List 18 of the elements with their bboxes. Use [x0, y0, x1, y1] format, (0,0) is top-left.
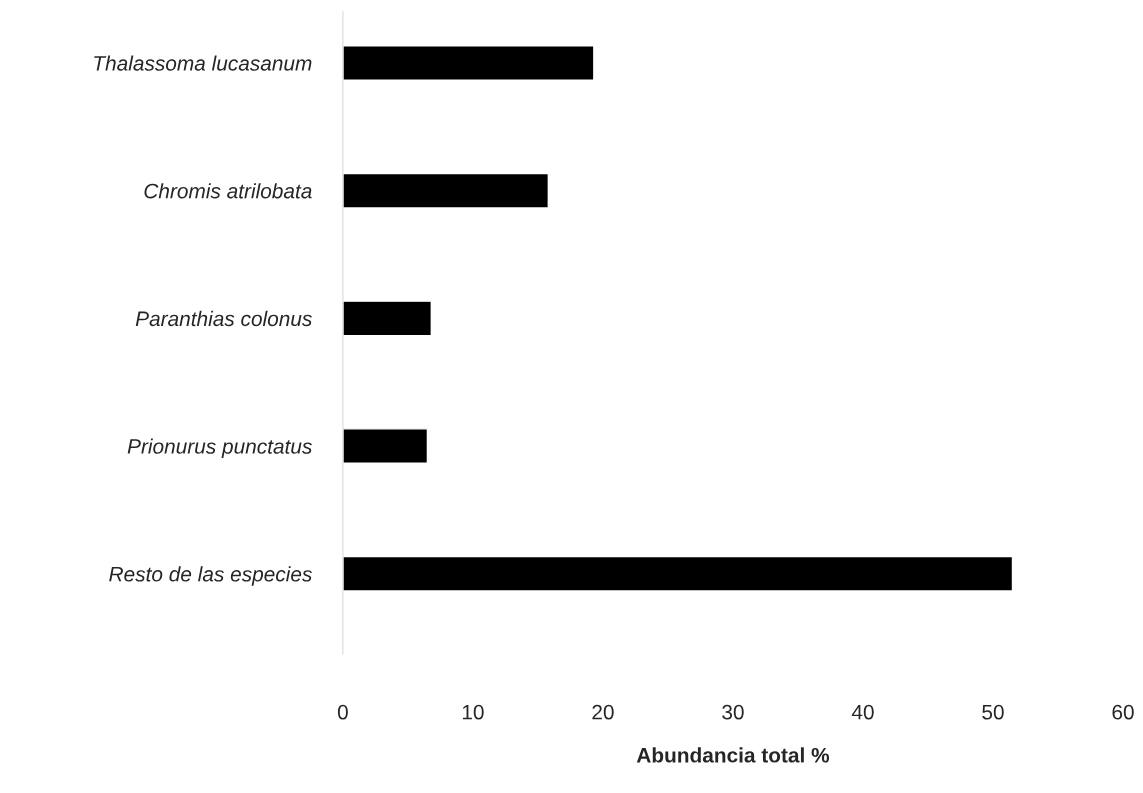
y-tick-label: Chromis atrilobata: [144, 183, 312, 199]
bar: [342, 428, 429, 465]
bar: [342, 555, 1014, 592]
x-tick-label: 30: [722, 704, 744, 720]
x-tick-label: 0: [337, 704, 348, 720]
bar: [342, 300, 433, 337]
y-tick-label: Resto de las especies: [109, 566, 312, 586]
x-tick-label: 40: [851, 704, 874, 720]
x-tick-label: 50: [982, 704, 1004, 720]
y-tick-label: Paranthias colonus: [135, 310, 312, 327]
x-tick-label: 60: [1112, 704, 1134, 720]
bar: [342, 172, 550, 209]
y-tick-label: Prionurus punctatus: [127, 438, 312, 458]
x-axis-title: Abundancia total %: [636, 747, 830, 763]
y-tick-label: Thalassoma lucasanum: [94, 55, 312, 71]
x-tick-label: 10: [462, 704, 484, 720]
bar: [342, 45, 595, 81]
x-tick-label: 20: [592, 704, 614, 720]
